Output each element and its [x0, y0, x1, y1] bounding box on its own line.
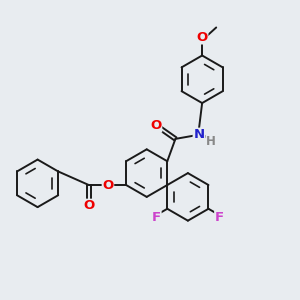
Text: O: O	[83, 199, 94, 212]
Text: N: N	[193, 128, 204, 141]
Text: F: F	[215, 211, 224, 224]
Text: H: H	[206, 135, 216, 148]
Text: F: F	[152, 211, 161, 224]
Text: O: O	[196, 31, 208, 44]
Text: O: O	[102, 178, 114, 191]
Text: O: O	[150, 119, 162, 132]
